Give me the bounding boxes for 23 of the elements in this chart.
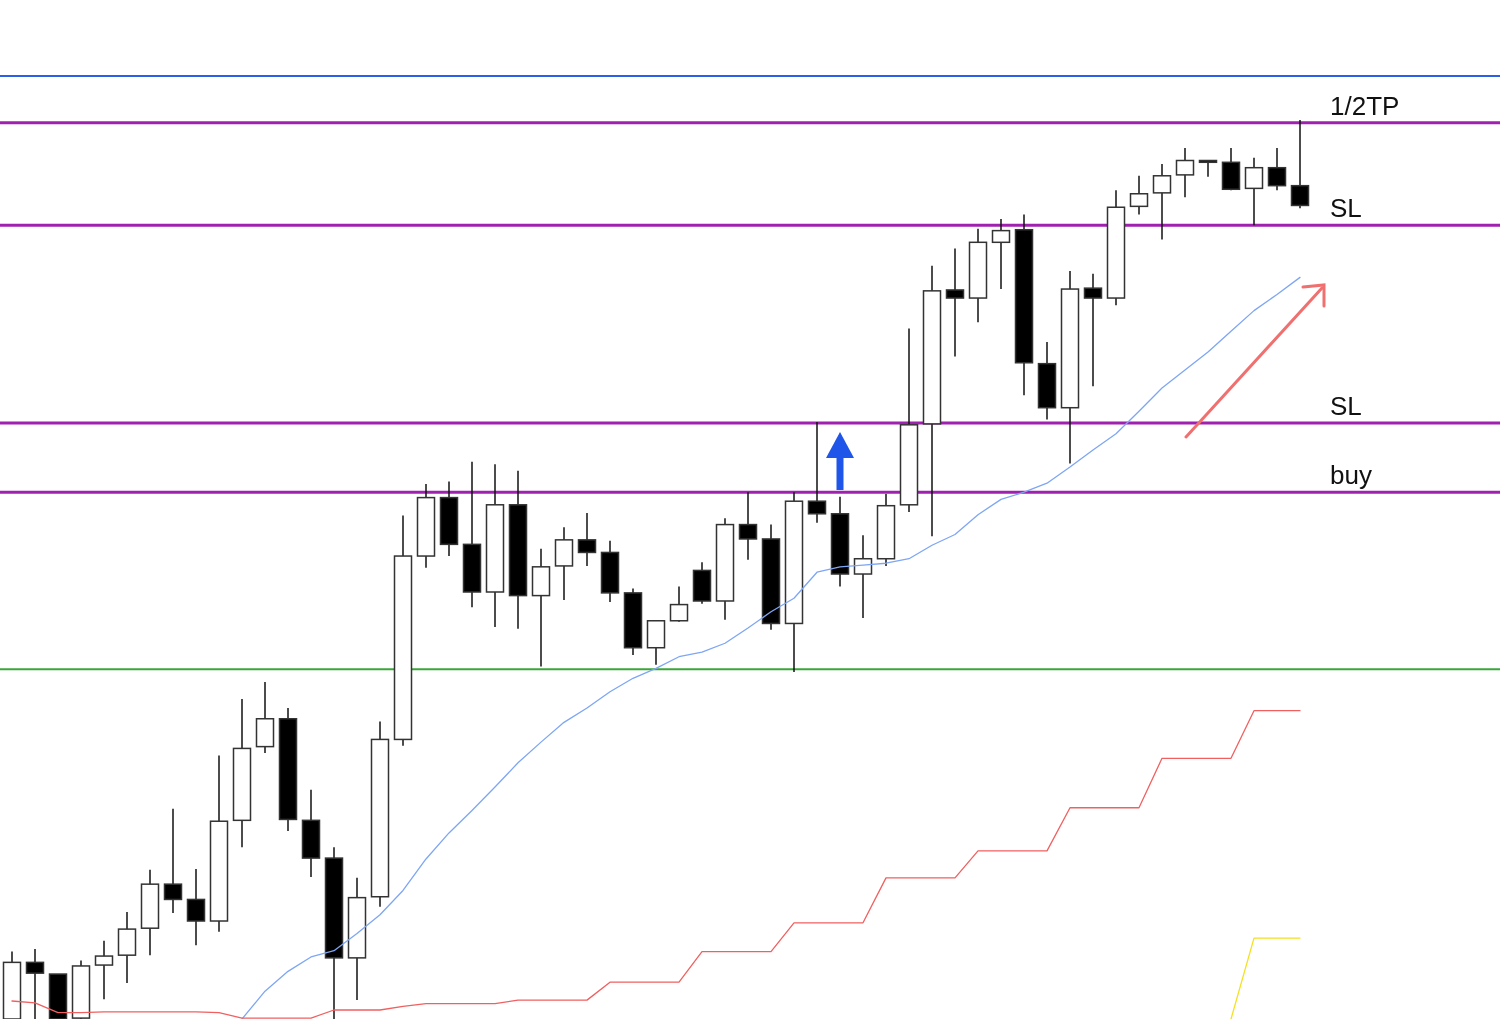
candlestick <box>945 247 965 358</box>
candlestick <box>669 585 689 623</box>
candlestick <box>738 491 758 561</box>
ref-line-label: SL <box>1330 193 1362 224</box>
ref-line-label: SL <box>1330 391 1362 421</box>
candlestick <box>807 421 827 524</box>
candlestick <box>577 512 597 567</box>
candlestick <box>1083 273 1103 387</box>
candlestick <box>1175 147 1195 199</box>
candlestick <box>991 218 1011 290</box>
candlestick <box>1152 163 1172 241</box>
candlestick <box>1290 119 1310 209</box>
candlestick <box>1129 175 1149 216</box>
candlestick <box>1267 147 1287 191</box>
ref-line-label: 1/2TP <box>1330 90 1400 121</box>
ref-line-label: buy <box>1330 460 1372 491</box>
candlestick <box>25 948 45 1019</box>
candlestick <box>186 868 206 947</box>
candlestick <box>1244 157 1264 226</box>
candlestick <box>853 534 873 619</box>
candlestick <box>1198 159 1218 178</box>
candlestick <box>163 807 183 914</box>
candlestick <box>94 940 114 1000</box>
